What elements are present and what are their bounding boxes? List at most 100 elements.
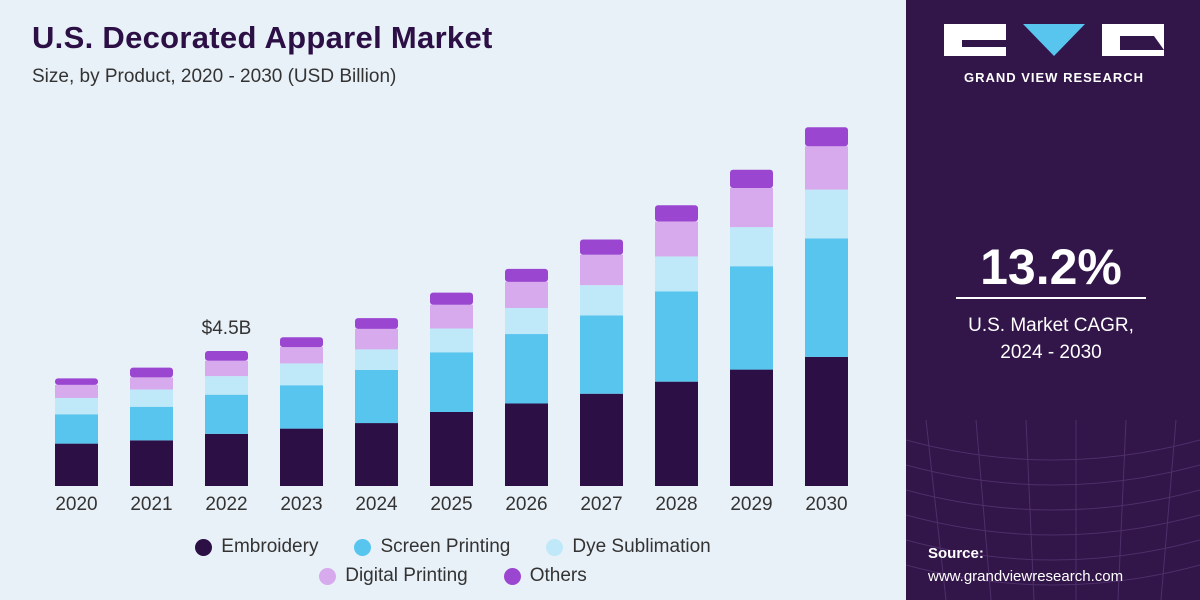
- bar-segment-others-2025: [430, 292, 473, 305]
- bar-segment-digital-printing-2021: [130, 377, 173, 390]
- bar-segment-others-2022: [205, 351, 248, 361]
- x-tick-label-2025: 2025: [430, 494, 472, 515]
- legend-label-others: Others: [529, 565, 587, 586]
- bar-segment-embroidery-2020: [55, 443, 98, 486]
- bar-segment-dye-sublimation-2023: [280, 363, 323, 386]
- bar-segment-digital-printing-2024: [355, 328, 398, 350]
- legend-label-screen-printing: Screen Printing: [380, 536, 511, 557]
- bar-segment-screen-printing-2030: [805, 238, 848, 357]
- bar-segment-others-2027: [580, 239, 623, 255]
- grand-view-research-logo: [944, 24, 1164, 56]
- bar-segment-others-2023: [280, 337, 323, 348]
- bar-segment-digital-printing-2025: [430, 304, 473, 329]
- cagr-label-line-1: U.S. Market CAGR,: [968, 315, 1134, 336]
- legend-label-dye-sublimation: Dye Sublimation: [572, 536, 711, 557]
- bar-segment-screen-printing-2021: [130, 406, 173, 441]
- bar-segment-others-2024: [355, 318, 398, 329]
- bar-segment-others-2029: [730, 169, 773, 188]
- source-label: Source:: [928, 545, 984, 562]
- bar-segment-dye-sublimation-2026: [505, 307, 548, 335]
- legend-row-1: Embroidery Screen Printing Dye Sublimati…: [0, 536, 906, 558]
- chart-title: U.S. Decorated Apparel Market: [32, 20, 493, 55]
- bar-segment-others-2028: [655, 205, 698, 222]
- bar-segment-dye-sublimation-2030: [805, 189, 848, 239]
- bar-segment-digital-printing-2027: [580, 254, 623, 286]
- bar-segment-dye-sublimation-2024: [355, 349, 398, 370]
- bar-segment-digital-printing-2030: [805, 146, 848, 190]
- legend-swatch-dye-sublimation: [546, 538, 564, 556]
- bar-segment-dye-sublimation-2020: [55, 397, 98, 415]
- chart-panel: U.S. Decorated Apparel Market Size, by P…: [0, 0, 906, 600]
- bar-segment-others-2021: [130, 367, 173, 378]
- bar-segment-embroidery-2025: [430, 411, 473, 486]
- bar-segment-dye-sublimation-2028: [655, 256, 698, 292]
- bar-segment-others-2030: [805, 127, 848, 147]
- source-url[interactable]: www.grandviewresearch.com: [928, 568, 1124, 585]
- legend-swatch-digital-printing: [319, 567, 337, 585]
- x-tick-label-2027: 2027: [580, 494, 622, 515]
- bar-segment-embroidery-2028: [655, 381, 698, 486]
- legend-item-others: Others: [503, 565, 587, 587]
- bar-segment-embroidery-2022: [205, 433, 248, 486]
- legend-swatch-others: [503, 567, 521, 585]
- x-tick-label-2028: 2028: [655, 494, 697, 515]
- bar-segment-digital-printing-2028: [655, 221, 698, 257]
- legend-item-embroidery: Embroidery: [195, 536, 318, 558]
- bar-segment-digital-printing-2020: [55, 384, 98, 398]
- bar-segment-screen-printing-2025: [430, 352, 473, 412]
- bar-segment-digital-printing-2026: [505, 281, 548, 308]
- cagr-divider: [956, 297, 1146, 299]
- legend-item-dye-sublimation: Dye Sublimation: [546, 536, 711, 558]
- bar-segment-dye-sublimation-2022: [205, 376, 248, 395]
- bar-segment-embroidery-2027: [580, 393, 623, 486]
- cagr-label-line-2: 2024 - 2030: [1000, 342, 1102, 363]
- legend-swatch-embroidery: [195, 538, 213, 556]
- bar-segment-screen-printing-2020: [55, 414, 98, 444]
- bar-segment-dye-sublimation-2025: [430, 328, 473, 353]
- side-panel: GRAND VIEW RESEARCH 13.2% U.S. Market CA…: [906, 0, 1200, 600]
- data-label-2022: $4.5B: [202, 318, 252, 339]
- bar-segment-dye-sublimation-2029: [730, 227, 773, 267]
- bar-segment-digital-printing-2022: [205, 360, 248, 377]
- x-tick-label-2023: 2023: [280, 494, 322, 515]
- chart-subtitle: Size, by Product, 2020 - 2030 (USD Billi…: [32, 66, 397, 87]
- bar-segment-screen-printing-2028: [655, 291, 698, 382]
- bar-segment-screen-printing-2023: [280, 385, 323, 429]
- bar-segment-others-2020: [55, 378, 98, 385]
- bar-segment-embroidery-2030: [805, 356, 848, 486]
- bar-segment-screen-printing-2022: [205, 394, 248, 434]
- bar-segment-embroidery-2021: [130, 440, 173, 486]
- x-tick-label-2030: 2030: [805, 494, 847, 515]
- bar-segment-digital-printing-2029: [730, 187, 773, 228]
- bar-segment-embroidery-2029: [730, 369, 773, 486]
- stacked-bar-chart: 2020 2021 2022 $4.5B 2023 2024 2025 2026 2027 202…: [55, 127, 848, 515]
- bar-segment-screen-printing-2029: [730, 266, 773, 370]
- bar-segment-digital-printing-2023: [280, 347, 323, 364]
- bar-segment-screen-printing-2026: [505, 334, 548, 404]
- bar-segment-screen-printing-2024: [355, 369, 398, 424]
- bar-segment-dye-sublimation-2021: [130, 389, 173, 407]
- legend-swatch-screen-printing: [354, 538, 372, 556]
- legend-row-2: Digital Printing Others: [0, 565, 906, 587]
- legend-item-digital-printing: Digital Printing: [319, 565, 468, 587]
- grid-background-decoration: [906, 420, 1200, 600]
- bar-segment-embroidery-2026: [505, 403, 548, 486]
- bar-segment-embroidery-2023: [280, 428, 323, 486]
- x-tick-label-2029: 2029: [730, 494, 772, 515]
- x-tick-label-2020: 2020: [55, 494, 97, 515]
- legend-item-screen-printing: Screen Printing: [354, 536, 510, 558]
- x-tick-label-2022: 2022: [205, 494, 247, 515]
- bar-segment-dye-sublimation-2027: [580, 285, 623, 316]
- legend-label-digital-printing: Digital Printing: [345, 565, 468, 586]
- x-tick-label-2026: 2026: [505, 494, 547, 515]
- brand-name: GRAND VIEW RESEARCH: [963, 70, 1145, 85]
- legend-label-embroidery: Embroidery: [221, 536, 319, 557]
- x-tick-label-2021: 2021: [130, 494, 172, 515]
- cagr-value: 13.2%: [980, 239, 1122, 295]
- cagr-label: U.S. Market CAGR, 2024 - 2030: [946, 312, 1156, 366]
- x-tick-label-2024: 2024: [355, 494, 398, 515]
- bar-segment-others-2026: [505, 268, 548, 282]
- bar-segment-embroidery-2024: [355, 423, 398, 486]
- bar-segment-screen-printing-2027: [580, 315, 623, 394]
